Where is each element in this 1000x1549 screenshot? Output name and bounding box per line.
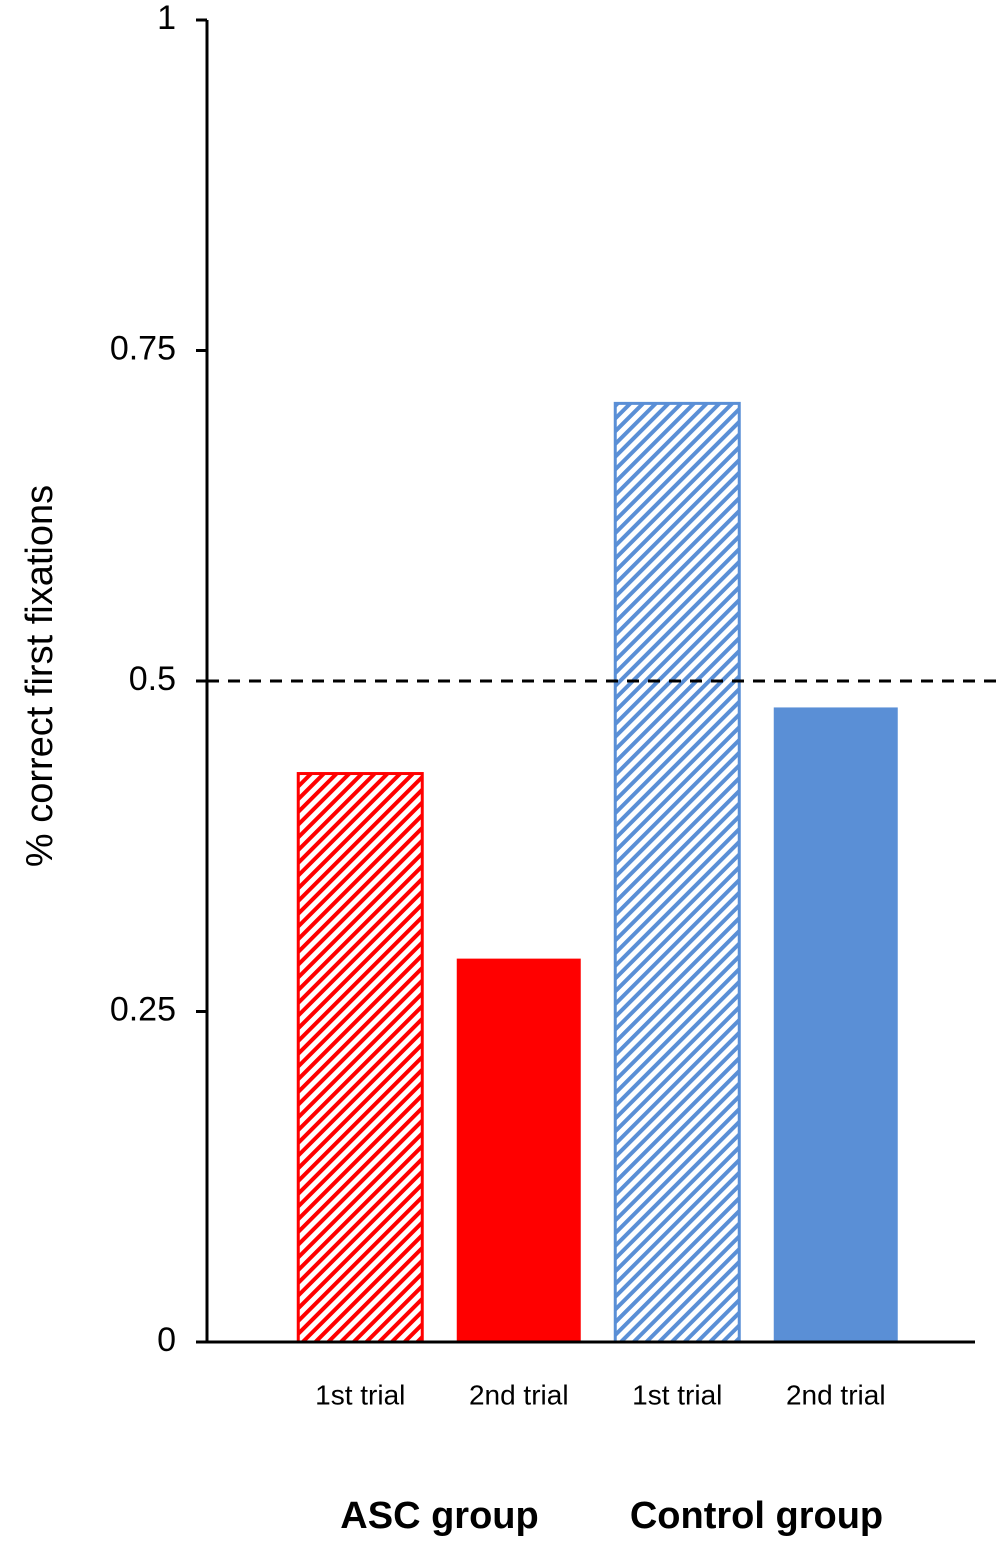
y-tick-label: 0.5 [129,660,176,698]
y-tick-label: 0.75 [110,329,176,367]
bar-asc-2nd-trial [456,958,581,1342]
x-category-label: 1st trial [632,1379,722,1410]
y-tick-label: 0 [157,1321,176,1359]
x-group-label: Control group [630,1495,883,1537]
x-category-label: 2nd trial [786,1379,886,1410]
y-tick-label: 0.25 [110,990,176,1028]
bar-control-2nd-trial [773,707,898,1342]
x-category-label: 1st trial [315,1379,405,1410]
x-category-label: 2nd trial [469,1379,569,1410]
bar-control-1st-trial [613,401,741,1344]
y-tick-label: 1 [157,0,176,37]
y-axis-title: % correct first fixations [19,485,61,867]
x-group-label: ASC group [340,1495,538,1537]
bar-asc-1st-trial [296,772,424,1344]
